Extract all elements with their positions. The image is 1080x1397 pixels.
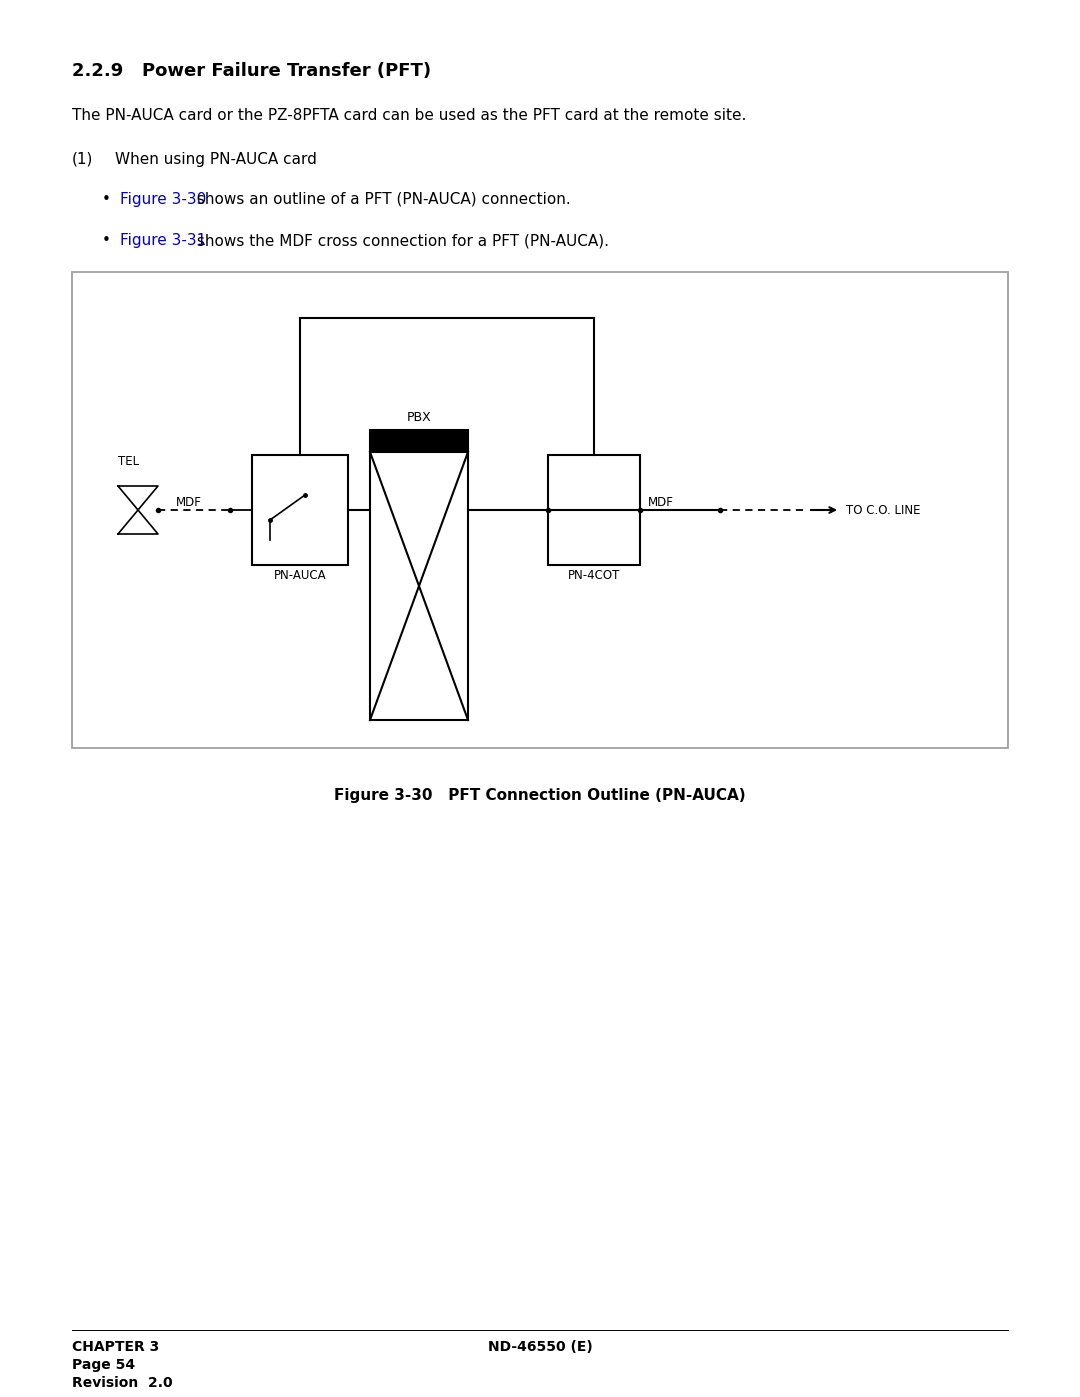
Text: TEL: TEL [118,455,139,468]
Text: PN-4COT: PN-4COT [568,569,620,583]
Text: CHAPTER 3: CHAPTER 3 [72,1340,159,1354]
Text: TO C.O. LINE: TO C.O. LINE [846,503,920,517]
Text: MDF: MDF [176,496,202,509]
Text: shows the MDF cross connection for a PFT (PN-AUCA).: shows the MDF cross connection for a PFT… [192,233,609,249]
Text: shows an outline of a PFT (PN-AUCA) connection.: shows an outline of a PFT (PN-AUCA) conn… [192,191,570,207]
Text: Figure 3-30: Figure 3-30 [120,191,206,207]
Text: When using PN-AUCA card: When using PN-AUCA card [114,152,316,168]
Text: ND-46550 (E): ND-46550 (E) [488,1340,592,1354]
Bar [370,453,468,719]
Bar [548,455,640,564]
Text: PBX: PBX [407,411,431,425]
Text: Figure 3-31: Figure 3-31 [120,233,206,249]
Text: (1): (1) [72,152,93,168]
Text: PN-AUCA: PN-AUCA [273,569,326,583]
Text: Figure 3-30   PFT Connection Outline (PN-AUCA): Figure 3-30 PFT Connection Outline (PN-A… [334,788,746,803]
Text: •: • [102,191,111,207]
Text: Revision  2.0: Revision 2.0 [72,1376,173,1390]
Text: •: • [102,233,111,249]
Text: 2.2.9   Power Failure Transfer (PFT): 2.2.9 Power Failure Transfer (PFT) [72,61,431,80]
Text: The PN-AUCA card or the PZ-8PFTA card can be used as the PFT card at the remote : The PN-AUCA card or the PZ-8PFTA card ca… [72,108,746,123]
Text: MDF: MDF [648,496,674,509]
Bar [370,430,468,453]
Bar [72,272,1008,747]
Text: Page 54: Page 54 [72,1358,135,1372]
Bar [252,455,348,564]
